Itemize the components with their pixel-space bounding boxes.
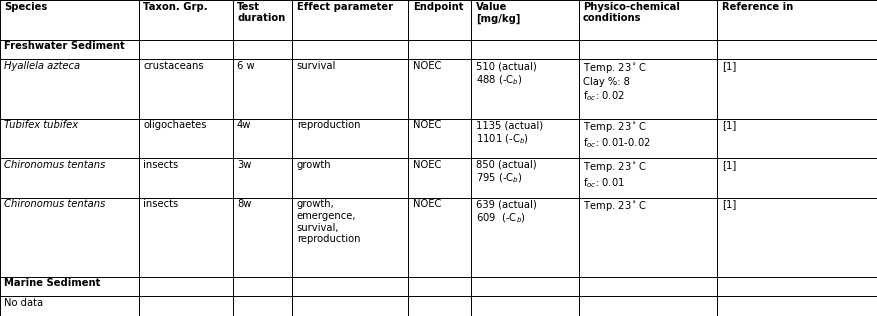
- Text: growth: growth: [296, 160, 331, 170]
- Text: NOEC: NOEC: [412, 199, 440, 210]
- Text: Physico-chemical
conditions: Physico-chemical conditions: [582, 2, 679, 23]
- Text: NOEC: NOEC: [412, 120, 440, 131]
- Text: Temp. 23$^\circ$C
f$_{oc}$: 0.01-0.02: Temp. 23$^\circ$C f$_{oc}$: 0.01-0.02: [582, 120, 650, 150]
- Text: 1135 (actual)
1101 (-C$_b$): 1135 (actual) 1101 (-C$_b$): [475, 120, 542, 146]
- Text: [1]: [1]: [721, 120, 735, 131]
- Text: 6 w: 6 w: [237, 61, 254, 71]
- Text: Marine Sediment: Marine Sediment: [4, 278, 101, 289]
- Text: NOEC: NOEC: [412, 160, 440, 170]
- Text: 3w: 3w: [237, 160, 251, 170]
- Text: Test
duration: Test duration: [237, 2, 285, 23]
- Text: Effect parameter: Effect parameter: [296, 2, 392, 12]
- Text: 510 (actual)
488 (-C$_b$): 510 (actual) 488 (-C$_b$): [475, 61, 536, 87]
- Text: insects: insects: [143, 199, 178, 210]
- Text: [1]: [1]: [721, 199, 735, 210]
- Text: Temp. 23$^\circ$C
Clay %: 8
f$_{oc}$: 0.02: Temp. 23$^\circ$C Clay %: 8 f$_{oc}$: 0.…: [582, 61, 645, 103]
- Text: Reference in: Reference in: [721, 2, 792, 12]
- Text: Value
[mg/kg]: Value [mg/kg]: [475, 2, 520, 24]
- Text: Chironomus tentans: Chironomus tentans: [4, 160, 105, 170]
- Text: Species: Species: [4, 2, 47, 12]
- Text: Endpoint: Endpoint: [412, 2, 463, 12]
- Text: Taxon. Grp.: Taxon. Grp.: [143, 2, 208, 12]
- Text: 850 (actual)
795 (-C$_b$): 850 (actual) 795 (-C$_b$): [475, 160, 536, 185]
- Text: No data: No data: [4, 298, 44, 308]
- Text: survival: survival: [296, 61, 336, 71]
- Text: [1]: [1]: [721, 160, 735, 170]
- Text: 4w: 4w: [237, 120, 251, 131]
- Text: Chironomus tentans: Chironomus tentans: [4, 199, 105, 210]
- Text: 639 (actual)
609  (-C$_b$): 639 (actual) 609 (-C$_b$): [475, 199, 536, 225]
- Text: NOEC: NOEC: [412, 61, 440, 71]
- Text: insects: insects: [143, 160, 178, 170]
- Text: Temp. 23$^\circ$C
f$_{oc}$: 0.01: Temp. 23$^\circ$C f$_{oc}$: 0.01: [582, 160, 645, 190]
- Text: reproduction: reproduction: [296, 120, 360, 131]
- Text: Freshwater Sediment: Freshwater Sediment: [4, 41, 125, 52]
- Text: crustaceans: crustaceans: [143, 61, 203, 71]
- Text: Temp. 23$^\circ$C: Temp. 23$^\circ$C: [582, 199, 645, 213]
- Text: growth,
emergence,
survival,
reproduction: growth, emergence, survival, reproductio…: [296, 199, 360, 244]
- Text: Hyallela azteca: Hyallela azteca: [4, 61, 81, 71]
- Text: oligochaetes: oligochaetes: [143, 120, 206, 131]
- Text: Tubifex tubifex: Tubifex tubifex: [4, 120, 78, 131]
- Text: 8w: 8w: [237, 199, 251, 210]
- Text: [1]: [1]: [721, 61, 735, 71]
